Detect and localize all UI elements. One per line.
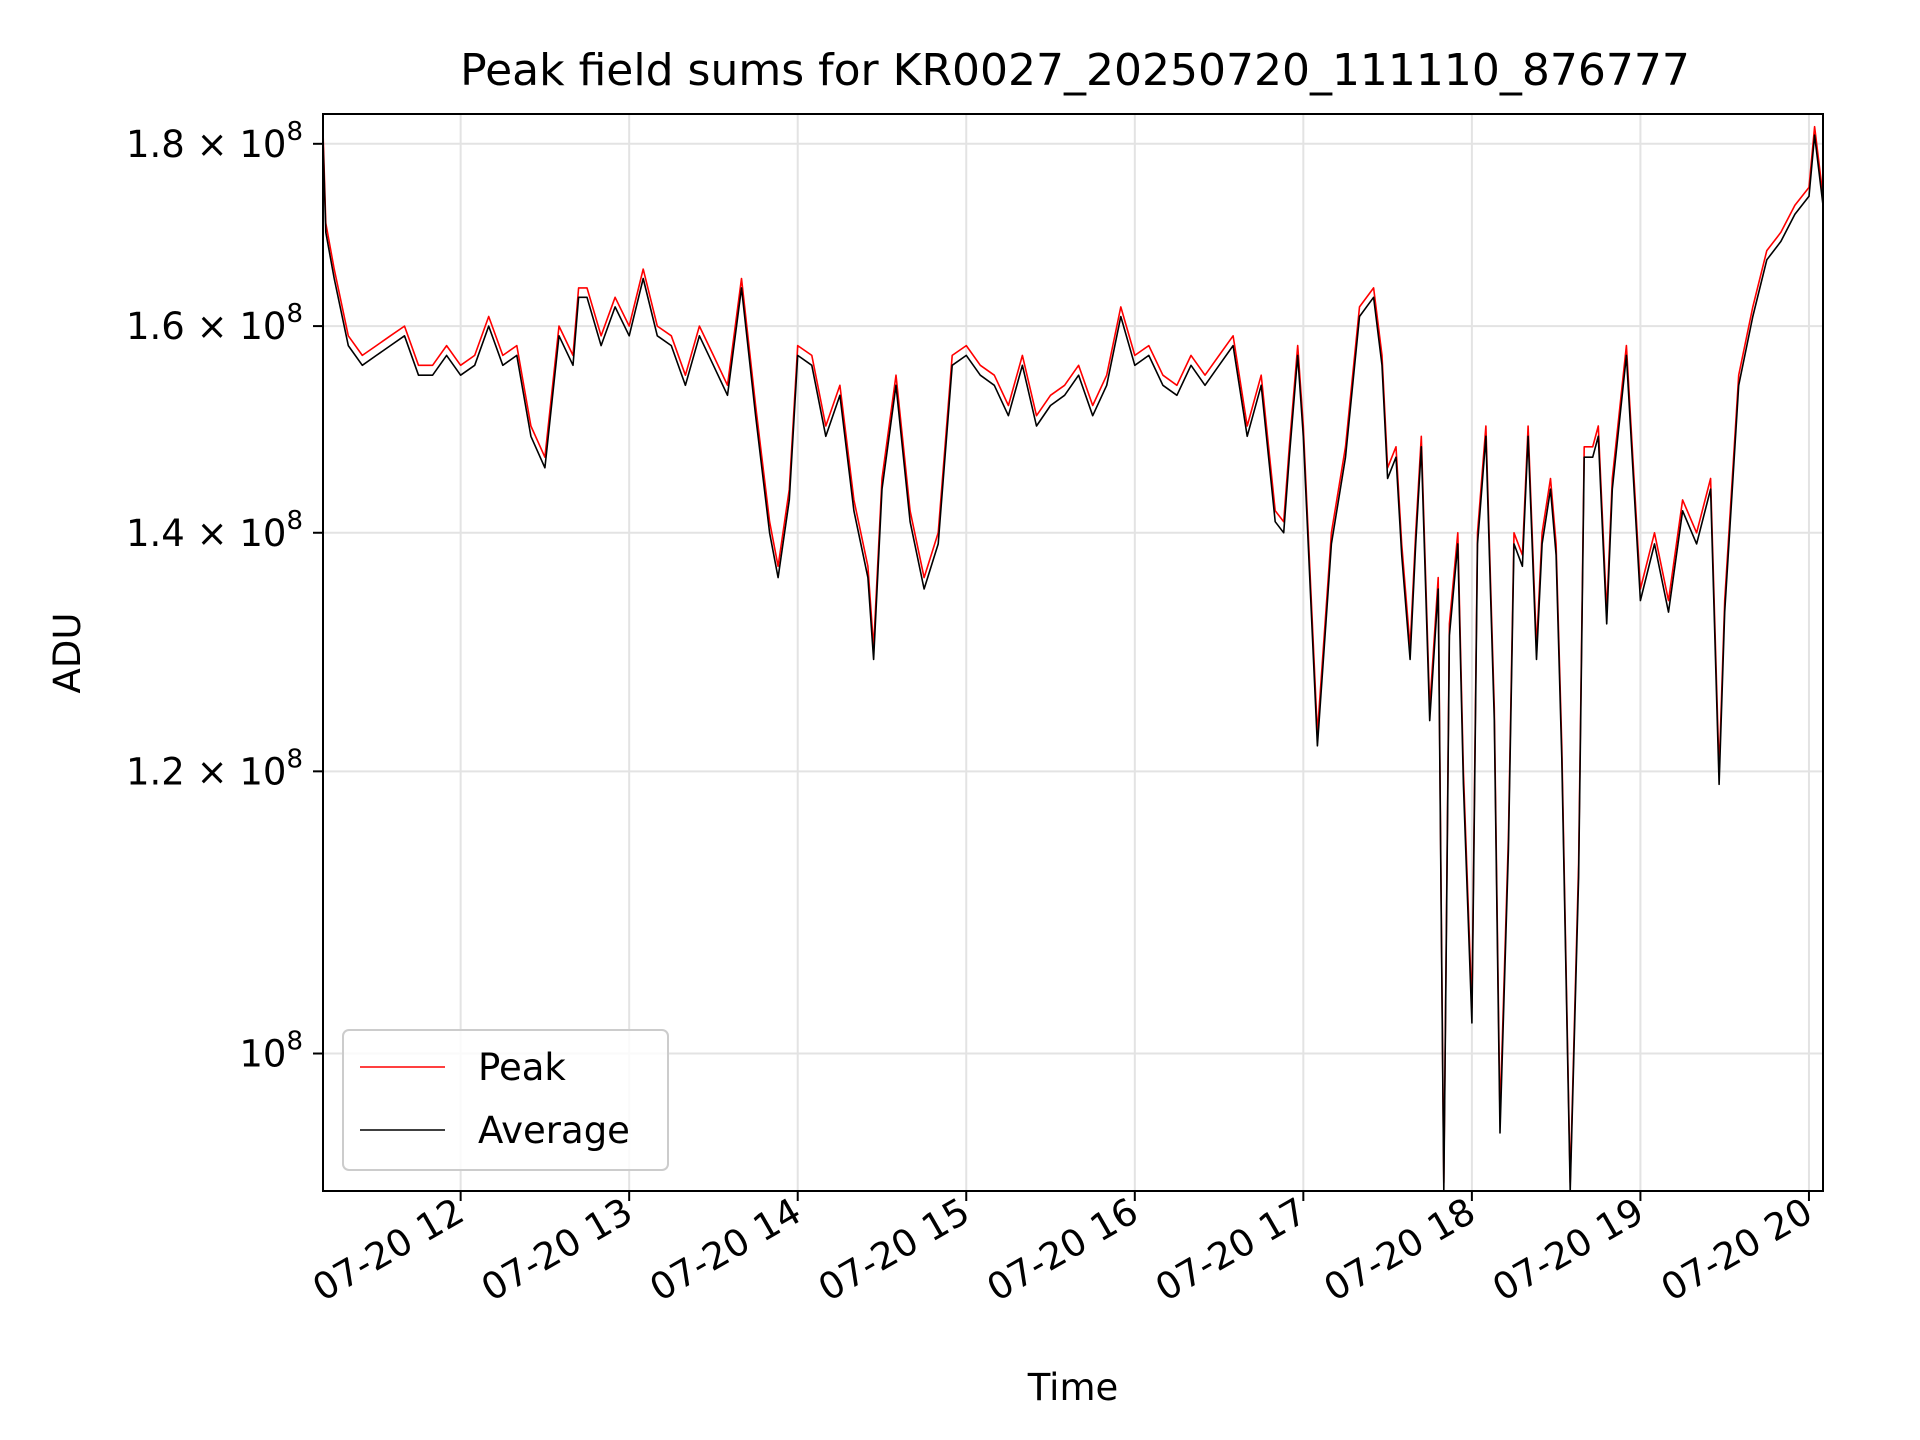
legend-label-peak: Peak [478, 1046, 566, 1089]
x-axis-label: Time [1027, 1366, 1119, 1409]
y-tick-label: 1.8 × 108 [126, 117, 303, 166]
legend-label-average: Average [478, 1109, 630, 1152]
series-line-average [323, 134, 1823, 1191]
y-tick-label: 108 [239, 1027, 303, 1076]
series-layer [323, 125, 1823, 1191]
y-axis: 108 1.2 × 108 1.4 × 108 1.6 × 108 1.8 × 108 [126, 117, 323, 1076]
plot-frame [322, 113, 1824, 1192]
y-tick-label: 1.4 × 108 [126, 506, 303, 555]
y-axis-label: ADU [46, 613, 89, 694]
y-tick-label: 1.6 × 108 [126, 299, 303, 348]
chart-title: Peak field sums for KR0027_20250720_1111… [460, 45, 1690, 96]
legend-box [342, 1029, 669, 1171]
y-tick-label: 1.2 × 108 [126, 744, 303, 793]
legend: Peak Average [342, 1029, 669, 1171]
